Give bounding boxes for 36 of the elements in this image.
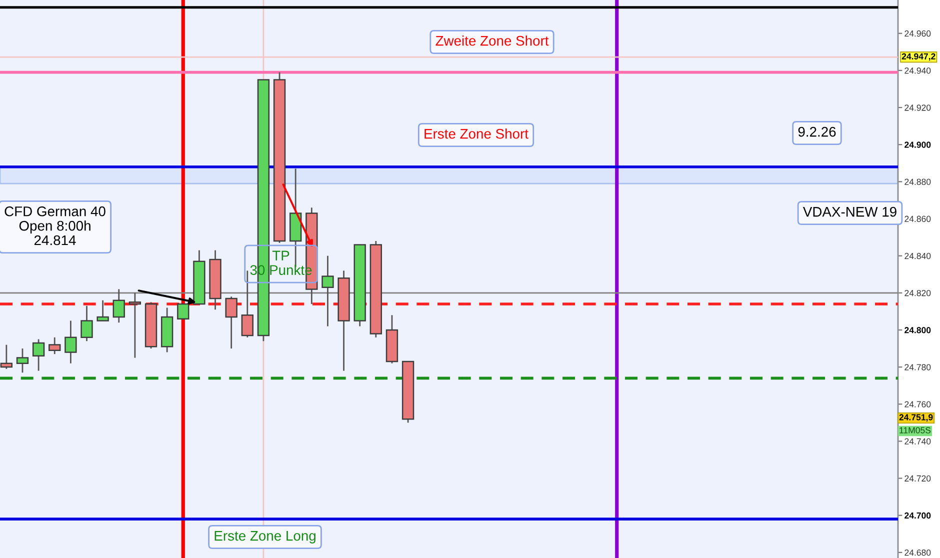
candlestick xyxy=(80,305,93,342)
candlestick xyxy=(16,348,29,374)
y-tick-label: 24.860 xyxy=(904,216,931,222)
candlestick xyxy=(64,320,77,364)
y-tick-label: 24.920 xyxy=(904,104,931,111)
y-tick-label: 24.820 xyxy=(904,290,931,296)
y-tick-label: 24.900 xyxy=(904,142,931,148)
candlestick xyxy=(177,303,190,320)
y-tick-label: 24.880 xyxy=(904,178,931,185)
annotation: VDAX-NEW 19 xyxy=(802,206,896,217)
y-tick-label: 24.720 xyxy=(904,475,931,482)
candlestick xyxy=(48,336,61,355)
candlestick xyxy=(322,255,334,327)
y-tick-label: 24.940 xyxy=(904,68,931,74)
ref-line-label: Erste Zone Short xyxy=(424,128,528,139)
annotation: 9.2.26 xyxy=(798,126,836,137)
candlestick xyxy=(0,344,13,370)
ref-line-label: 24.947,2 xyxy=(902,53,936,61)
y-tick-label: 24.960 xyxy=(904,30,931,37)
annotation: CFD German 40 Open 8:00h 24.814 xyxy=(4,206,106,246)
candlestick xyxy=(96,300,109,322)
y-tick-label: 24.840 xyxy=(904,252,931,260)
candlestick xyxy=(225,296,238,350)
y-tick-label: 24.700 xyxy=(904,512,931,519)
candlestick xyxy=(32,338,45,372)
y-tick-label: 24.680 xyxy=(904,550,931,556)
candlestick xyxy=(112,288,125,324)
candlestick xyxy=(128,292,142,358)
y-tick-label: 24.780 xyxy=(904,364,931,370)
y-tick-label: 24.760 xyxy=(904,401,931,408)
ref-line-label: Zweite Zone Short xyxy=(436,36,549,46)
text: 11M05S xyxy=(900,427,931,434)
text: 24.751,9 xyxy=(899,414,933,422)
y-tick-label: 24.800 xyxy=(904,327,931,334)
y-tick-label: 24.740 xyxy=(904,438,931,444)
ref-line-label: Erste Zone Long xyxy=(214,531,316,544)
